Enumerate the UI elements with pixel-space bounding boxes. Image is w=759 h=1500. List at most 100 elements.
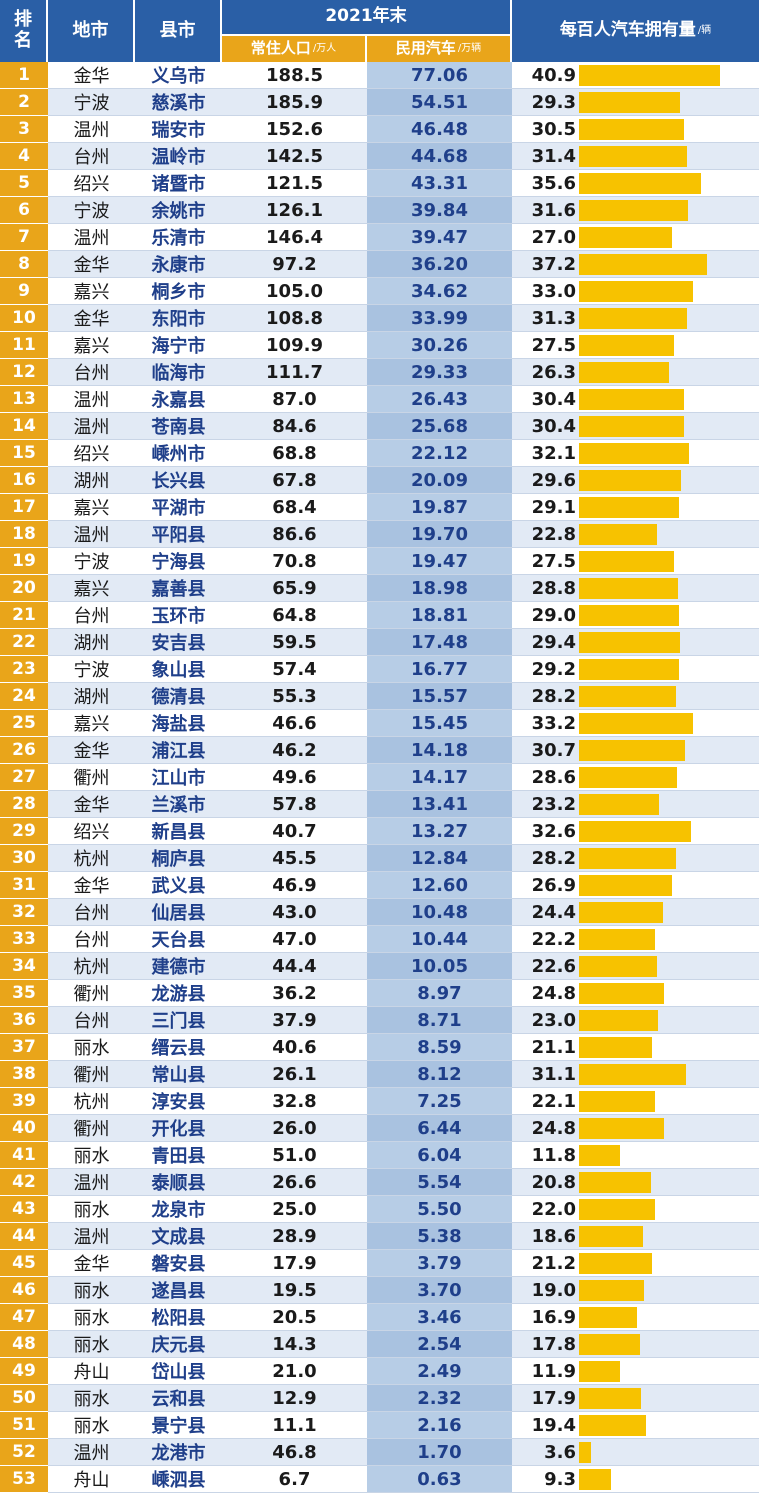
population-cell: 19.5 [222, 1277, 367, 1304]
city-header: 地市 [48, 0, 135, 62]
city-cell: 杭州 [48, 845, 135, 872]
city-cell: 衢州 [48, 764, 135, 791]
population-cell: 126.1 [222, 197, 367, 224]
rank-cell: 21 [0, 602, 48, 629]
table-row: 31 金华 武义县 46.9 12.60 26.9 [0, 872, 759, 899]
rank-cell: 45 [0, 1250, 48, 1277]
per-hundred-value: 29.1 [531, 496, 576, 518]
rank-cell: 36 [0, 1007, 48, 1034]
city-cell: 湖州 [48, 683, 135, 710]
rank-cell: 27 [0, 764, 48, 791]
population-cell: 46.6 [222, 710, 367, 737]
table-row: 34 杭州 建德市 44.4 10.05 22.6 [0, 953, 759, 980]
city-cell: 温州 [48, 521, 135, 548]
county-cell: 文成县 [135, 1223, 222, 1250]
population-cell: 43.0 [222, 899, 367, 926]
rank-cell: 20 [0, 575, 48, 602]
per-hundred-bar [579, 632, 681, 653]
rank-cell: 51 [0, 1412, 48, 1439]
rank-cell: 48 [0, 1331, 48, 1358]
per-hundred-cell: 21.2 [512, 1250, 759, 1277]
cars-cell: 14.18 [367, 737, 512, 764]
per-hundred-cell: 29.2 [512, 656, 759, 683]
cars-cell: 19.47 [367, 548, 512, 575]
population-cell: 17.9 [222, 1250, 367, 1277]
per-hundred-cell: 33.2 [512, 710, 759, 737]
table-row: 42 温州 泰顺县 26.6 5.54 20.8 [0, 1169, 759, 1196]
county-cell: 玉环市 [135, 602, 222, 629]
table-row: 43 丽水 龙泉市 25.0 5.50 22.0 [0, 1196, 759, 1223]
population-cell: 51.0 [222, 1142, 367, 1169]
table-row: 24 湖州 德清县 55.3 15.57 28.2 [0, 683, 759, 710]
table-row: 5 绍兴 诸暨市 121.5 43.31 35.6 [0, 170, 759, 197]
rank-cell: 7 [0, 224, 48, 251]
table-row: 14 温州 苍南县 84.6 25.68 30.4 [0, 413, 759, 440]
population-cell: 32.8 [222, 1088, 367, 1115]
city-cell: 温州 [48, 116, 135, 143]
per-hundred-cell: 32.1 [512, 440, 759, 467]
per-hundred-bar [579, 740, 685, 761]
table-row: 15 绍兴 嵊州市 68.8 22.12 32.1 [0, 440, 759, 467]
rank-cell: 11 [0, 332, 48, 359]
per-hundred-value: 29.0 [531, 604, 576, 626]
county-cell: 岱山县 [135, 1358, 222, 1385]
per-hundred-value: 35.6 [531, 172, 576, 194]
city-cell: 丽水 [48, 1331, 135, 1358]
per-hundred-bar [579, 767, 678, 788]
table-row: 51 丽水 景宁县 11.1 2.16 19.4 [0, 1412, 759, 1439]
per-hundred-cell: 29.6 [512, 467, 759, 494]
population-cell: 68.8 [222, 440, 367, 467]
table-row: 25 嘉兴 海盐县 46.6 15.45 33.2 [0, 710, 759, 737]
county-cell: 海宁市 [135, 332, 222, 359]
county-cell: 温岭市 [135, 143, 222, 170]
table-row: 28 金华 兰溪市 57.8 13.41 23.2 [0, 791, 759, 818]
per-hundred-cell: 26.3 [512, 359, 759, 386]
rank-cell: 23 [0, 656, 48, 683]
rank-cell: 47 [0, 1304, 48, 1331]
cars-cell: 10.44 [367, 926, 512, 953]
county-cell: 新昌县 [135, 818, 222, 845]
county-cell: 苍南县 [135, 413, 222, 440]
cars-cell: 39.47 [367, 224, 512, 251]
per-hundred-bar [579, 1334, 641, 1355]
population-cell: 109.9 [222, 332, 367, 359]
per-hundred-cell: 29.1 [512, 494, 759, 521]
city-cell: 温州 [48, 1439, 135, 1466]
rank-cell: 10 [0, 305, 48, 332]
county-cell: 嵊泗县 [135, 1466, 222, 1493]
population-cell: 6.7 [222, 1466, 367, 1493]
rank-cell: 46 [0, 1277, 48, 1304]
cars-cell: 3.70 [367, 1277, 512, 1304]
cars-cell: 10.05 [367, 953, 512, 980]
per-hundred-value: 23.2 [531, 793, 576, 815]
population-cell: 12.9 [222, 1385, 367, 1412]
per-hundred-bar [579, 308, 687, 329]
per-hundred-cell: 28.2 [512, 683, 759, 710]
rank-header-line2: 名 [14, 30, 32, 51]
cars-cell: 17.48 [367, 629, 512, 656]
per-hundred-value: 37.2 [531, 253, 576, 275]
per-hundred-value: 30.7 [531, 739, 576, 761]
per-hundred-value: 32.6 [531, 820, 576, 842]
county-cell: 天台县 [135, 926, 222, 953]
cars-cell: 44.68 [367, 143, 512, 170]
population-cell: 36.2 [222, 980, 367, 1007]
per-hundred-cell: 32.6 [512, 818, 759, 845]
city-cell: 丽水 [48, 1304, 135, 1331]
table-row: 45 金华 磐安县 17.9 3.79 21.2 [0, 1250, 759, 1277]
per-hundred-cell: 24.8 [512, 980, 759, 1007]
per-hundred-cell: 19.4 [512, 1412, 759, 1439]
population-cell: 108.8 [222, 305, 367, 332]
cars-cell: 6.04 [367, 1142, 512, 1169]
population-cell: 49.6 [222, 764, 367, 791]
cars-cell: 25.68 [367, 413, 512, 440]
cars-cell: 26.43 [367, 386, 512, 413]
county-cell: 平湖市 [135, 494, 222, 521]
per-hundred-value: 31.4 [531, 145, 576, 167]
per-hundred-bar [579, 983, 665, 1004]
county-cell: 淳安县 [135, 1088, 222, 1115]
per-hundred-bar [579, 65, 720, 86]
county-cell: 瑞安市 [135, 116, 222, 143]
per-hundred-bar [579, 1172, 651, 1193]
